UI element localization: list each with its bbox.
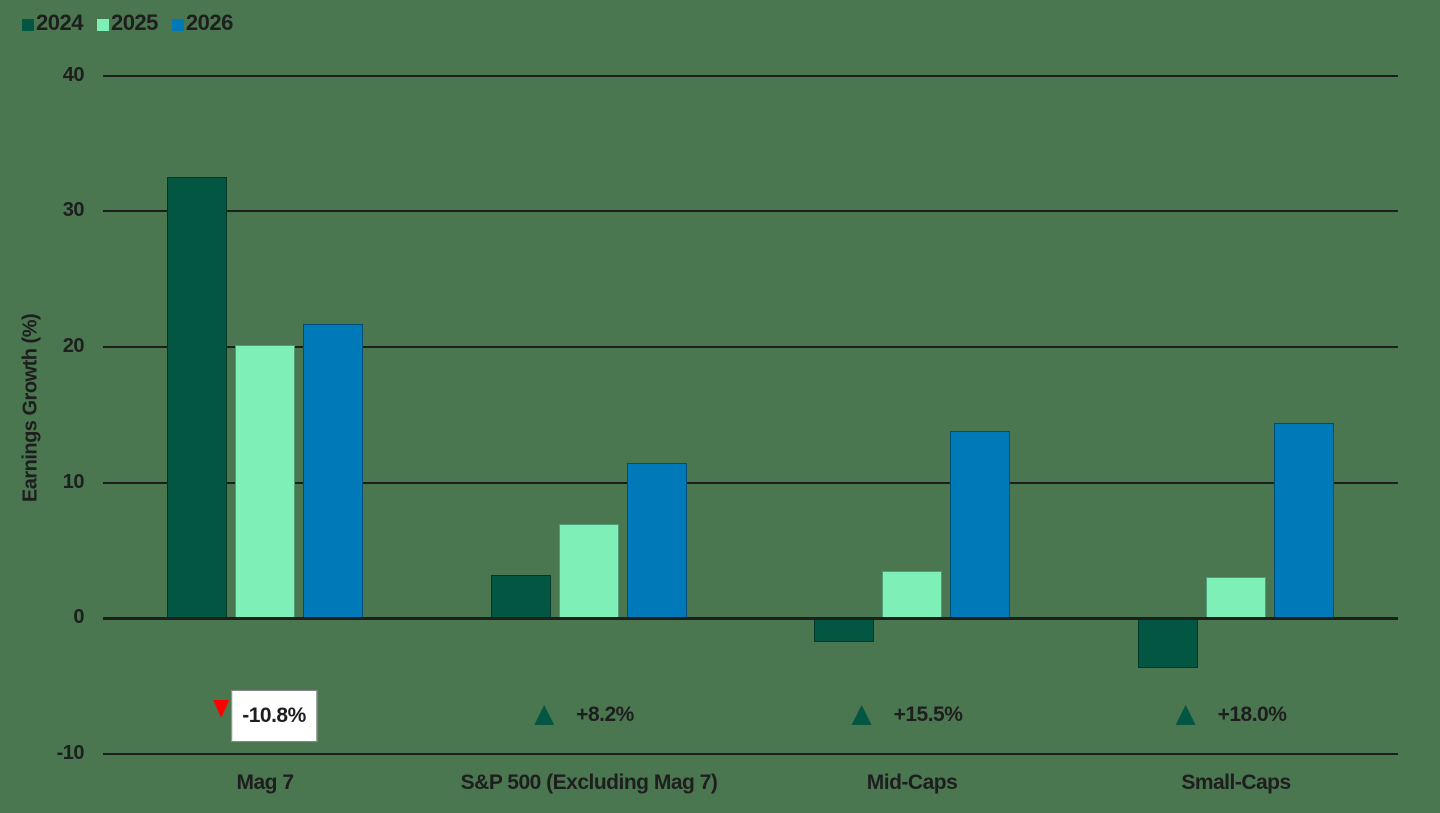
annotation-text: -10.8% — [231, 690, 317, 742]
y-tick: 10 — [62, 471, 85, 493]
bar-2025 — [558, 524, 619, 618]
annotation-text: +18.0% — [1217, 703, 1287, 726]
y-tick: 0 — [73, 606, 84, 628]
up-triangle-icon — [1175, 705, 1196, 725]
legend-swatch-2025 — [96, 19, 109, 31]
legend-swatch-2026 — [171, 19, 184, 31]
bar-2025 — [1206, 577, 1267, 618]
annotation-text: +15.5% — [893, 703, 963, 726]
legend-label: 2024 — [36, 10, 83, 35]
y-tick: -10 — [56, 742, 85, 764]
bar-2026 — [950, 430, 1011, 618]
x-category-label: S&P 500 (Excluding Mag 7) — [460, 771, 718, 794]
legend-item-2025: 2025 — [96, 10, 158, 36]
bar-2024 — [490, 574, 551, 618]
y-tick: 30 — [62, 199, 85, 221]
up-triangle-icon — [851, 705, 872, 725]
y-tick: 40 — [62, 64, 85, 86]
y-tick: 20 — [62, 335, 85, 357]
bar-2026 — [626, 463, 687, 618]
bar-2026 — [302, 323, 363, 618]
gridline-30 — [103, 210, 1398, 212]
annotation-sp500-ex-mag7: +8.2% — [534, 690, 644, 740]
bar-2024 — [814, 618, 875, 643]
annotation-text: +8.2% — [576, 703, 634, 726]
gridline-40 — [103, 75, 1398, 77]
bar-2025 — [234, 345, 295, 618]
chart-legend: 2024 2025 2026 — [22, 10, 233, 36]
legend-swatch-2024 — [22, 19, 34, 31]
annotation-smallcaps: +18.0% — [1175, 690, 1297, 740]
legend-label: 2025 — [110, 10, 158, 35]
down-triangle-icon — [213, 700, 230, 718]
bar-2024 — [166, 177, 227, 618]
annotation-mag7: -10.8% — [213, 690, 317, 742]
x-category-label: Mag 7 — [236, 771, 294, 794]
legend-item-2024: 2024 — [22, 10, 83, 36]
x-category-label: Small-Caps — [1181, 771, 1291, 794]
up-triangle-icon — [534, 705, 555, 725]
bar-2024 — [1138, 618, 1199, 669]
gridline-10 — [103, 482, 1398, 484]
legend-label: 2026 — [185, 10, 233, 35]
gridline-neg10 — [103, 753, 1398, 755]
bar-2025 — [882, 570, 943, 618]
gridline-20 — [103, 346, 1398, 348]
legend-item-2026: 2026 — [171, 10, 233, 36]
bar-2026 — [1274, 422, 1335, 618]
annotation-midcaps: +15.5% — [851, 690, 973, 740]
x-category-label: Mid-Caps — [866, 771, 958, 794]
gridline-zero — [103, 617, 1398, 620]
